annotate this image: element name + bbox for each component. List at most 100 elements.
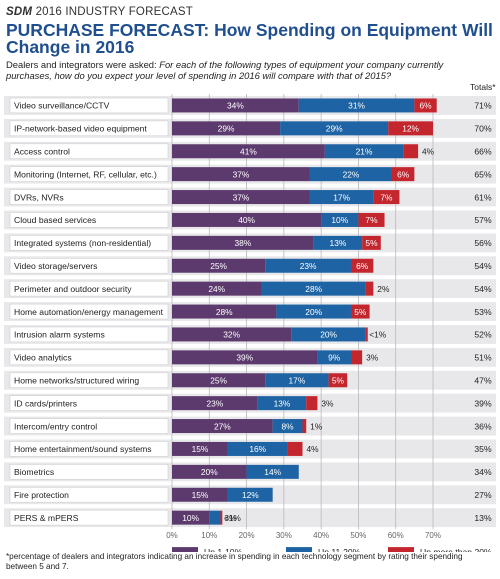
x-tick-label: 0% [166,531,178,540]
legend-label: Up more than 20% [420,547,492,552]
bar-segment [209,510,221,525]
category-label-box [9,143,169,159]
legend-label: Up 11-20% [318,547,361,552]
category-label-box [9,441,169,457]
bar-segment [172,121,281,136]
bar-segment [172,98,299,113]
category-label: Perimeter and outdoor security [14,284,132,294]
bar-segment [220,510,223,525]
category-label-box [9,235,169,251]
bar-segment [227,487,273,502]
bar-segment [172,510,210,525]
bar-segment [313,235,363,250]
bar-segment [373,190,400,205]
bar-value-label: 6% [397,169,410,179]
total-value: 39% [474,398,492,408]
category-label-box [9,395,169,411]
category-label: Home networks/structured wiring [14,375,139,385]
bar-value-label: 5% [332,375,345,385]
question-text: For each of the following types of equip… [6,59,444,81]
brand-name: SDM [6,6,33,18]
bar-segment [350,304,370,319]
bar-value-label: 6% [356,261,369,271]
bar-value-label: 38% [234,238,251,248]
bar-segment [172,281,262,296]
category-label: Video surveillance/CCTV [14,101,110,111]
total-value: 51% [474,353,492,363]
category-label: ID cards/printers [14,398,77,408]
total-value: 56% [474,238,492,248]
bar-segment [309,167,392,182]
category-label-box [9,120,169,137]
bar-segment [257,396,307,411]
bar-segment [328,373,348,388]
bar-value-label: 2% [377,284,390,294]
legend-swatch [388,547,414,552]
bar-segment [261,281,366,296]
bar-value-label: 25% [210,375,227,385]
category-label: Fire protection [14,490,69,500]
bar-value-label: 29% [326,124,343,134]
bar-value-label: 31% [348,101,365,111]
category-label-box [9,166,169,182]
category-label: DVRs, NVRs [14,192,64,202]
bar-value-label: 8% [282,421,295,431]
category-label-box [9,280,169,297]
question-lead: Dealers and integrators were asked: [6,59,160,70]
total-value: 54% [474,284,492,294]
category-label: Video analytics [14,353,72,363]
total-value: 27% [474,490,492,500]
bar-segment [403,144,419,159]
bar-segment [172,212,322,227]
bar-segment [265,258,351,273]
category-label-box [9,418,169,434]
category-label: Video storage/servers [14,261,97,271]
total-value: 53% [474,307,492,317]
bar-segment [291,327,366,342]
bar-value-label: 32% [223,330,240,340]
bar-segment [391,167,415,182]
bar-value-label: 20% [201,467,218,477]
total-value: 13% [474,513,492,523]
bar-value-label: 39% [236,353,253,363]
bar-value-label: 10% [331,215,348,225]
bar-segment [287,441,303,456]
total-value: 65% [474,169,492,179]
legend-swatch [172,547,198,552]
bar-value-label: 23% [206,398,223,408]
bar-value-label: 14% [264,467,281,477]
bar-segment [172,464,247,479]
category-label: Intercom/entry control [14,421,97,431]
category-label: Biometrics [14,467,54,477]
x-tick-label: 20% [239,531,255,540]
category-label-box [9,349,169,366]
bar-segment [298,98,415,113]
bar-value-label: 37% [233,169,250,179]
category-label-box [9,509,169,526]
bar-segment [172,190,310,205]
bar-value-label: 3% [321,398,334,408]
bar-segment [172,396,258,411]
legend-swatch [286,547,312,552]
bar-value-label: 21% [356,146,373,156]
bar-segment [280,121,389,136]
bar-value-label: 12% [242,490,259,500]
bar-value-label: 4% [306,444,319,454]
totals-header: Totals* [470,82,496,92]
bar-segment [227,441,288,456]
category-label-box [9,464,169,480]
bar-value-label: 20% [305,307,322,317]
bar-value-label: 40% [238,215,255,225]
bar-value-label: 41% [240,146,257,156]
bar-segment [388,121,433,136]
bar-value-label: 37% [233,192,250,202]
bar-value-label: 25% [210,261,227,271]
bar-segment [172,258,266,273]
bar-value-label: 10% [182,513,199,523]
bar-segment [265,373,329,388]
bar-segment [321,212,359,227]
total-value: 54% [474,261,492,271]
bar-value-label: 12% [402,124,419,134]
bar-segment [350,258,374,273]
category-label: Intrusion alarm systems [14,330,105,340]
